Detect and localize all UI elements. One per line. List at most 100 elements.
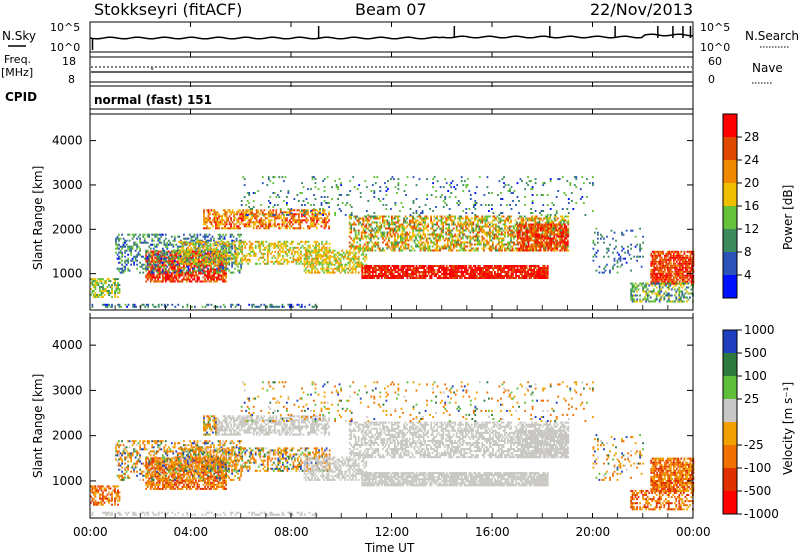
power-cell [388, 237, 390, 240]
power-cell [482, 269, 484, 271]
power-cell [280, 258, 283, 261]
power-cell [311, 259, 313, 262]
power-cell [118, 292, 121, 294]
power-cell [206, 217, 208, 220]
power-cell [251, 209, 254, 212]
power-cell [359, 239, 362, 242]
power-cell [528, 247, 530, 250]
power-cell [392, 217, 395, 220]
power-cell [353, 263, 356, 266]
power-cell [359, 217, 362, 220]
power-cell [369, 229, 372, 232]
power-cell [326, 217, 329, 220]
power-cell [484, 245, 487, 248]
power-cell [169, 257, 172, 260]
power-cell [212, 258, 215, 261]
power-cell [208, 264, 211, 267]
power-cell [451, 235, 454, 238]
power-cell [136, 245, 138, 248]
power-cell [163, 243, 166, 246]
power-cell [455, 239, 458, 242]
power-cell [217, 271, 220, 274]
power-cell [486, 219, 488, 222]
power-cell [163, 249, 166, 252]
power-cell [227, 227, 229, 230]
power-cell [193, 252, 195, 255]
power-cell [379, 271, 382, 273]
power-cell [407, 223, 410, 226]
power-cell [161, 268, 164, 271]
power-cell [234, 213, 237, 216]
power-cell [243, 217, 246, 220]
power-cell [179, 274, 182, 277]
power-cell [151, 233, 154, 236]
power-cell [348, 251, 351, 254]
power-cell [260, 303, 263, 306]
power-cell [201, 255, 203, 258]
power-cell [230, 305, 232, 308]
power-cell [133, 233, 135, 236]
power-cell [197, 246, 200, 249]
power-cell [209, 219, 211, 222]
power-cell [491, 267, 493, 269]
power-cell [348, 259, 351, 262]
power-cell [175, 269, 178, 272]
power-cell [453, 267, 456, 269]
power-cell [498, 269, 501, 271]
power-cell [403, 275, 406, 277]
power-cell [317, 253, 319, 256]
power-cell [217, 237, 220, 240]
power-cell [327, 263, 330, 266]
power-cell [115, 251, 117, 254]
power-cell [291, 260, 293, 263]
power-cell [359, 245, 362, 248]
power-cell [427, 243, 429, 246]
power-cell [477, 267, 480, 269]
power-cell [369, 231, 372, 234]
power-cell [203, 262, 206, 265]
power-cell [543, 273, 546, 275]
power-cell [481, 215, 484, 218]
power-cell [424, 243, 426, 246]
power-cell [217, 262, 219, 265]
power-cell [217, 278, 220, 281]
power-cell [414, 271, 416, 273]
power-cell [99, 278, 101, 281]
power-cell [251, 217, 254, 220]
power-cell [416, 245, 419, 248]
power-cell [304, 215, 306, 218]
power-cell [307, 225, 309, 228]
power-cell [210, 268, 212, 271]
power-cell [236, 211, 238, 214]
power-cell [371, 249, 374, 252]
power-cell [277, 246, 280, 249]
power-cell [212, 248, 215, 251]
power-cell [175, 263, 178, 266]
power-cell [486, 215, 488, 218]
power-cell [462, 273, 465, 275]
power-cell [494, 267, 496, 269]
power-cell [166, 260, 169, 263]
power-cell [329, 257, 331, 260]
power-cell [216, 217, 219, 220]
power-cell [477, 265, 480, 267]
power-cell [460, 217, 463, 220]
power-cell [464, 217, 467, 220]
power-cell [207, 252, 209, 255]
power-cell [246, 221, 249, 224]
power-cell [527, 269, 529, 271]
power-cell [354, 257, 357, 260]
power-cell [225, 262, 227, 265]
power-cell [385, 243, 387, 246]
power-cell [177, 240, 180, 243]
power-cell [339, 259, 342, 262]
noise-series-line [89, 33, 694, 40]
power-cell [184, 253, 187, 256]
power-cell [181, 269, 184, 272]
power-cell [332, 249, 334, 252]
power-cell [278, 215, 281, 218]
power-cell [406, 225, 408, 228]
power-cell [540, 277, 543, 279]
power-cell [146, 266, 149, 269]
power-cell [491, 271, 493, 273]
